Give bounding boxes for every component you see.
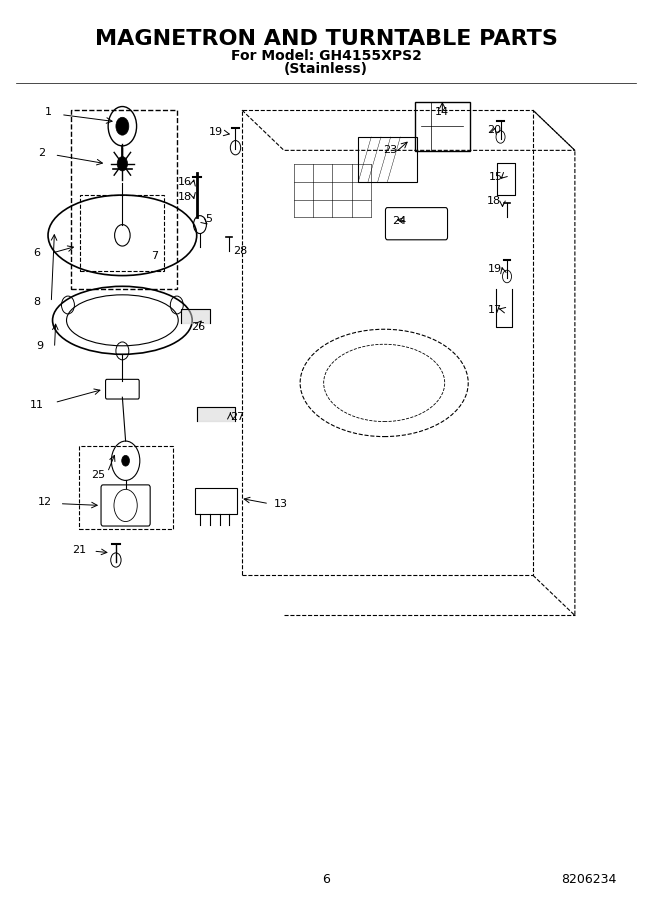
- Bar: [415, 102, 470, 151]
- Text: 2: 2: [38, 148, 45, 158]
- Text: (Stainless): (Stainless): [284, 62, 368, 76]
- Text: 18: 18: [178, 192, 192, 202]
- Text: 11: 11: [29, 400, 44, 410]
- Circle shape: [116, 117, 129, 135]
- Text: 14: 14: [436, 107, 449, 117]
- Text: 19: 19: [488, 265, 503, 274]
- Text: 7: 7: [151, 251, 158, 261]
- Text: 8: 8: [33, 297, 40, 308]
- Bar: [359, 137, 417, 182]
- Text: 25: 25: [91, 470, 106, 480]
- Text: 19: 19: [209, 128, 223, 138]
- Text: 1: 1: [44, 107, 52, 117]
- Text: 21: 21: [72, 545, 86, 555]
- Text: 20: 20: [487, 125, 501, 135]
- Text: 18: 18: [487, 196, 501, 206]
- Text: 12: 12: [38, 497, 52, 507]
- Text: 6: 6: [322, 873, 330, 886]
- Bar: [195, 488, 237, 515]
- Text: 8206234: 8206234: [561, 873, 617, 886]
- Text: 17: 17: [488, 304, 503, 315]
- Text: 15: 15: [488, 172, 503, 182]
- Circle shape: [122, 455, 130, 466]
- Text: 27: 27: [230, 412, 244, 422]
- Text: 26: 26: [191, 322, 205, 332]
- Polygon shape: [181, 309, 210, 323]
- Text: 5: 5: [205, 214, 212, 224]
- Text: MAGNETRON AND TURNTABLE PARTS: MAGNETRON AND TURNTABLE PARTS: [95, 29, 557, 49]
- Text: For Model: GH4155XPS2: For Model: GH4155XPS2: [231, 50, 421, 63]
- Text: 28: 28: [233, 246, 247, 256]
- Text: 9: 9: [37, 341, 44, 351]
- Polygon shape: [197, 407, 235, 421]
- Text: 24: 24: [392, 216, 406, 226]
- Text: 6: 6: [33, 248, 40, 258]
- Text: 16: 16: [178, 176, 192, 186]
- Text: 23: 23: [383, 146, 398, 156]
- Circle shape: [117, 157, 128, 171]
- Text: 13: 13: [274, 499, 288, 508]
